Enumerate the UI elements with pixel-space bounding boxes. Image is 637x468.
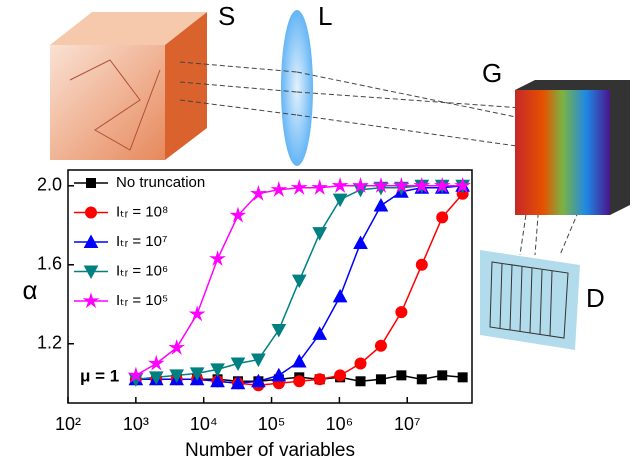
legend-label: Iₜᵣ = 10⁶ [116,262,168,279]
marker [375,340,386,351]
marker [355,358,366,369]
x-tick-label: 10² [55,414,81,434]
marker [335,370,346,381]
y-tick-label: 1.6 [37,254,62,274]
legend-marker [84,294,97,307]
marker [293,275,306,287]
x-tick-label: 10⁴ [190,414,218,434]
marker [356,377,365,386]
label-l: L [318,1,332,31]
lens [281,10,313,166]
legend-label: Iₜᵣ = 10⁵ [116,292,168,309]
marker [293,355,306,367]
marker [294,376,305,387]
marker [438,371,447,380]
legend-label: No truncation [116,174,205,191]
marker [416,259,427,270]
marker [211,252,224,265]
marker [376,375,385,384]
label-d: D [586,283,605,313]
grating [515,90,610,215]
y-tick-label: 1.2 [37,333,62,353]
marker [334,194,347,206]
marker [417,375,426,384]
legend: No truncation Iₜᵣ = 10⁸ Iₜᵣ = 10⁷ Iₜᵣ = 10⁶… [74,174,205,309]
y-axis-label: α [22,275,37,305]
marker [313,228,326,240]
marker [150,357,163,370]
marker [313,181,326,194]
x-tick-label: 10⁷ [394,414,421,434]
label-g: G [482,58,502,88]
annotation: μ = 1 [80,366,119,385]
marker [397,371,406,380]
legend-marker [86,207,97,218]
figure: S L G D Number of variables α μ = 1 10² 1… [0,0,637,468]
marker [334,290,347,302]
chart: Number of variables α μ = 1 10² 10³ 10⁴ 10⁵… [22,170,472,461]
marker [437,212,448,223]
marker [396,307,407,318]
marker [272,183,285,196]
label-s: S [218,1,235,31]
x-tick-label: 10⁶ [326,414,353,434]
legend-marker [87,179,96,188]
detector [480,250,580,350]
x-tick-label: 10³ [123,414,149,434]
marker [333,179,346,192]
marker [313,327,326,339]
marker [231,358,244,370]
marker [458,373,467,382]
marker [314,374,325,385]
y-tick-label: 2.0 [37,175,62,195]
marker [354,237,367,249]
legend-label: Iₜᵣ = 10⁸ [116,203,168,220]
x-axis-label: Number of variables [185,440,355,461]
marker [272,324,285,336]
legend-label: Iₜᵣ = 10⁷ [116,233,167,250]
marker [252,187,265,200]
marker [293,181,306,194]
x-tick-label: 10⁵ [258,414,285,434]
marker [191,307,204,320]
marker [374,199,387,211]
